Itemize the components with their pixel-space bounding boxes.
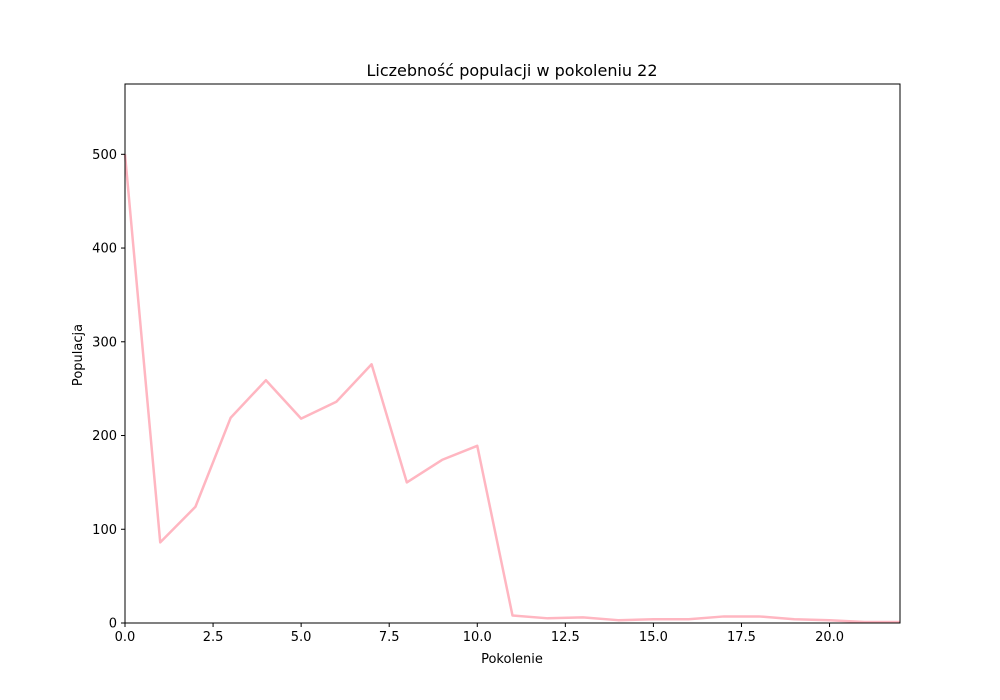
y-tick-label: 400 <box>92 242 117 257</box>
plot-frame <box>124 83 901 624</box>
x-tick-label: 17.5 <box>727 630 756 645</box>
y-axis-title: Populacja <box>71 324 86 386</box>
x-tick-label: 20.0 <box>815 630 844 645</box>
x-axis-title: Pokolenie <box>481 652 543 667</box>
y-tick-label: 500 <box>92 148 117 163</box>
x-tick-label: 7.5 <box>379 630 400 645</box>
x-tick-label: 2.5 <box>203 630 224 645</box>
y-tick-label: 200 <box>92 429 117 444</box>
x-tick-label: 5.0 <box>291 630 312 645</box>
y-tick-label: 300 <box>92 335 117 350</box>
series-line-0 <box>123 154 900 624</box>
x-tick-label: 0.0 <box>115 630 136 645</box>
chart-title: Liczebność populacji w pokoleniu 22 <box>366 61 657 80</box>
x-tick-label: 15.0 <box>639 630 668 645</box>
x-tick-label: 10.0 <box>463 630 492 645</box>
plot-area: 0.0 2.5 5.0 7.5 10.0 12.5 15.0 17.5 20.0 0 100 200 3… <box>92 83 901 645</box>
y-tick-label: 100 <box>92 523 117 538</box>
x-tick-label: 12.5 <box>551 630 580 645</box>
y-tick-label: 0 <box>109 617 117 632</box>
